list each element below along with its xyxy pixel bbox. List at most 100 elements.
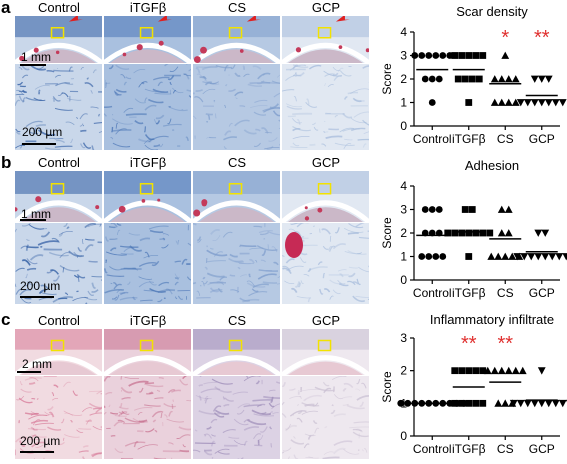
x-tick-label: iTGFβ <box>452 442 486 456</box>
scale-label-bottom-a: 200 µm <box>22 125 63 139</box>
data-point <box>397 399 405 407</box>
data-point <box>548 253 557 261</box>
x-tick-label: GCP <box>529 442 555 456</box>
data-point <box>490 366 499 375</box>
data-point <box>541 229 550 237</box>
scalebar-top-b <box>20 219 46 221</box>
data-point <box>494 399 503 407</box>
data-point <box>497 229 506 237</box>
x-tick-label: CS <box>497 132 514 146</box>
data-point <box>508 252 517 260</box>
y-axis-label: Score <box>380 217 394 249</box>
y-tick-label: 2 <box>400 364 407 378</box>
micrograph-tile <box>193 376 280 459</box>
data-point <box>428 206 436 213</box>
data-point <box>451 367 459 375</box>
micrograph-tile <box>282 223 369 304</box>
data-point <box>558 399 567 408</box>
data-point <box>458 52 466 59</box>
micrograph-tile <box>282 64 369 150</box>
data-point <box>487 252 496 260</box>
data-point <box>504 205 513 213</box>
data-point <box>418 253 426 260</box>
data-point <box>435 75 443 83</box>
data-point <box>497 75 506 83</box>
data-point <box>472 229 480 237</box>
data-point <box>516 399 525 408</box>
micrograph-tile <box>193 329 280 375</box>
data-point <box>472 367 480 375</box>
data-point <box>428 75 436 83</box>
data-point <box>523 399 532 408</box>
y-tick-label: 0 <box>400 273 407 287</box>
col-title-gcp-c: GCP <box>311 313 341 328</box>
x-tick-label: CS <box>497 286 514 300</box>
data-point <box>509 399 518 408</box>
significance-marker: ** <box>497 333 513 355</box>
x-tick-label: iTGFβ <box>452 132 486 146</box>
x-tick-label: iTGFβ <box>452 286 486 300</box>
x-tick-label: CS <box>497 442 514 456</box>
scale-label-top-c: 2 mm <box>22 357 52 371</box>
data-point <box>537 399 546 408</box>
data-point <box>501 252 510 260</box>
chart-title: Adhesion <box>465 158 519 173</box>
micrograph-tile <box>282 171 369 222</box>
data-point <box>497 205 506 213</box>
data-point <box>425 52 433 59</box>
data-point <box>472 399 480 407</box>
y-tick-label: 1 <box>400 250 407 264</box>
data-point <box>454 75 462 83</box>
col-title-control-b: Control <box>38 155 80 170</box>
data-point <box>432 253 440 260</box>
data-point <box>465 253 473 260</box>
data-point <box>520 253 529 261</box>
data-point <box>432 52 440 59</box>
chart-title: Inflammatory infiltrate <box>430 312 554 327</box>
scalebar-top-c <box>17 371 41 373</box>
y-tick-label: 0 <box>400 119 407 133</box>
y-axis-label: Score <box>380 371 394 403</box>
data-point <box>551 99 560 107</box>
data-point <box>523 99 532 107</box>
data-point <box>513 253 522 261</box>
col-title-cs-b: CS <box>227 155 247 170</box>
micrograph-tile <box>15 376 102 459</box>
data-point <box>504 98 513 106</box>
data-point <box>451 399 459 407</box>
micrograph-tile <box>104 376 191 459</box>
significance-marker: ** <box>461 333 477 355</box>
data-point <box>468 206 476 213</box>
data-point <box>468 75 476 83</box>
data-point <box>458 399 466 407</box>
col-title-control-c: Control <box>38 313 80 328</box>
scalebar-top-a <box>20 64 46 66</box>
data-point <box>511 98 520 106</box>
scalebar-bottom-a <box>22 143 56 145</box>
data-point <box>541 253 550 261</box>
data-point <box>458 229 466 237</box>
chart-title: Scar density <box>456 4 528 19</box>
data-point <box>421 75 429 83</box>
data-point <box>497 366 506 375</box>
data-point <box>435 206 443 213</box>
data-point <box>411 52 419 59</box>
scale-label-top-a: 1 mm <box>21 50 51 64</box>
data-point <box>516 99 525 107</box>
x-tick-label: Control <box>413 442 452 456</box>
data-point <box>479 367 487 375</box>
data-point <box>439 52 447 59</box>
data-point <box>511 366 520 375</box>
data-point <box>490 98 499 106</box>
data-point <box>530 399 539 408</box>
data-point <box>465 99 473 106</box>
data-point <box>451 52 459 59</box>
y-tick-label: 3 <box>400 331 407 345</box>
micrograph-tile <box>282 376 369 459</box>
data-point <box>534 253 543 261</box>
adhesion-chart: Adhesion 0 1 2 3 4 Score Control iTGFβ CS GCP <box>380 158 567 300</box>
inflammatory-infiltrate-chart: Inflammatory infiltrate0123ScoreControli… <box>380 312 567 456</box>
scale-label-bottom-b: 200 µm <box>20 279 61 293</box>
micrograph-tile <box>15 329 102 375</box>
data-point <box>494 252 503 260</box>
